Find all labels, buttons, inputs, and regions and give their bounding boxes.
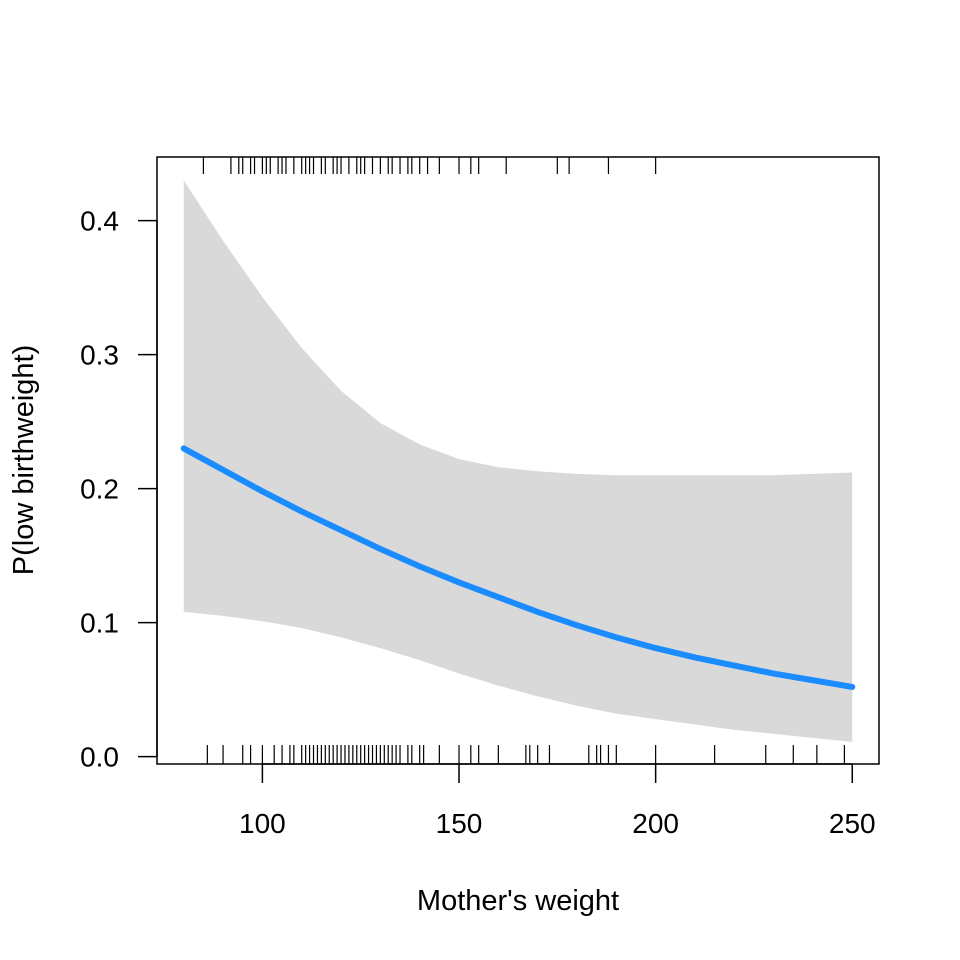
y-tick-label: 0.3	[80, 340, 119, 371]
x-tick-label: 100	[239, 808, 286, 839]
fitted-line	[180, 445, 856, 690]
x-axis-label: Mother's weight	[417, 885, 619, 917]
y-tick-label: 0.2	[80, 474, 119, 505]
x-tick-label: 150	[436, 808, 483, 839]
confidence-band-layer	[183, 180, 853, 742]
y-tick-label: 0.1	[80, 608, 119, 639]
line-layer	[180, 445, 856, 690]
x-tick-label: 250	[829, 808, 876, 839]
y-tick-label: 0.4	[80, 206, 119, 237]
y-axis: 0.0 0.1 0.2 0.3 0.4	[80, 206, 158, 773]
y-tick-label: 0.0	[80, 742, 119, 773]
confidence-band	[183, 180, 853, 742]
x-axis: 100 150 200 250	[239, 763, 876, 839]
y-axis-label: P(low birthweight)	[8, 345, 40, 575]
rug-layer	[202, 157, 845, 764]
x-tick-label: 200	[632, 808, 679, 839]
